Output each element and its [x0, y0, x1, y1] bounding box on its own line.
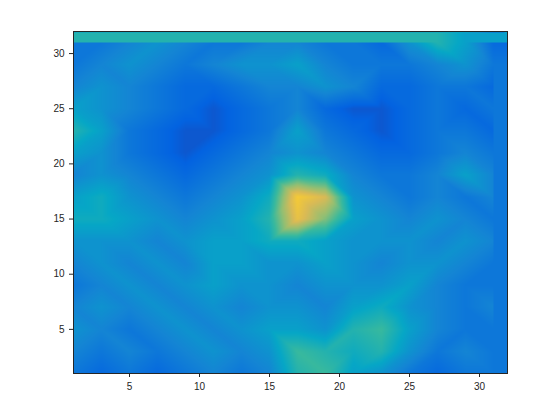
svg-text:10: 10: [194, 381, 206, 392]
svg-text:25: 25: [53, 103, 65, 114]
svg-text:30: 30: [474, 381, 486, 392]
svg-text:15: 15: [53, 213, 65, 224]
svg-text:25: 25: [404, 381, 416, 392]
svg-text:10: 10: [53, 268, 65, 279]
svg-text:15: 15: [264, 381, 276, 392]
svg-text:20: 20: [53, 158, 65, 169]
svg-text:5: 5: [127, 381, 133, 392]
svg-text:30: 30: [53, 48, 65, 59]
svg-text:20: 20: [334, 381, 346, 392]
svg-text:5: 5: [59, 324, 65, 335]
